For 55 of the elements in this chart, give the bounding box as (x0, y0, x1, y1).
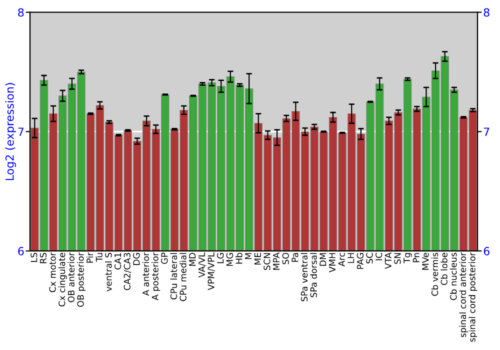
x-tick-label: LS (30, 252, 38, 262)
x-tick-label: LH (348, 253, 354, 263)
x-tick-label: SN (394, 253, 401, 264)
x-tick-label: SPa ventral (300, 253, 308, 302)
y-tick-label: 6 (18, 246, 24, 256)
x-tick-label: Hb (236, 252, 242, 264)
y-tick-label: 8 (18, 8, 24, 17)
x-tick-label: Cb lobe (440, 252, 448, 286)
x-tick-label: CA1 (114, 253, 122, 270)
x-tick-label: CA2/CA3 (124, 253, 132, 290)
x-tick-label: Arc (338, 252, 345, 266)
x-tick-label: ventral S (105, 252, 112, 292)
x-tick-label: OB posterior (77, 252, 86, 307)
y2-tick-label: 6 (484, 246, 490, 256)
x-tick-label: MG (226, 253, 233, 266)
x-tick-label: SO (282, 252, 289, 264)
x-tick-label: VMH (329, 253, 336, 272)
x-tick-label: spinal cord anterior (459, 252, 468, 338)
x-tick-label: Cb nucleus (450, 252, 457, 300)
x-tick-label: Tu (96, 253, 102, 262)
x-tick-label: A posterior (152, 252, 160, 300)
y-axis-title: Log2 (expression) (5, 83, 16, 180)
x-tick-label: LG (217, 253, 224, 264)
x-tick-label: A anterior (142, 252, 150, 296)
x-tick-label: VTA (384, 252, 392, 269)
x-tick-label: DG (133, 253, 140, 265)
x-tick-label: VA/VL (198, 252, 206, 278)
x-tick-label: ME (254, 252, 261, 265)
x-tick-label: spinal cord posterior (468, 252, 478, 342)
x-tick-label: MPA (273, 252, 280, 270)
x-tick-label: SCN (264, 253, 270, 270)
x-tick-label: SC (366, 252, 373, 264)
x-tick-label: M (245, 253, 252, 260)
x-tick-label: Cx motor (49, 252, 56, 292)
x-tick-label: Pn (412, 253, 420, 262)
x-tick-label: Pir (86, 252, 94, 263)
x-tick-label: Cb vermis (431, 252, 438, 296)
y2-tick-label: 7 (484, 128, 490, 136)
x-tick-label: MVe (422, 252, 429, 270)
x-tick-label: CPu lateral (170, 253, 178, 300)
x-tick-label: CPu medial (180, 253, 186, 302)
x-tick-label: SPa dorsal (310, 253, 317, 298)
x-tick-label: Pa (292, 253, 298, 262)
x-tick-label: MD (189, 252, 196, 266)
x-tick-label: IC (376, 252, 382, 260)
y2-tick-label: 8 (484, 8, 490, 17)
x-tick-label: Cx cingulate (58, 252, 67, 306)
x-tick-label: PAG (356, 253, 364, 269)
x-tick-label: OB anterior (68, 252, 74, 302)
y-tick-label: 7 (18, 128, 24, 136)
x-tick-label: RS (40, 252, 47, 264)
x-tick-label: Tg (404, 253, 412, 264)
x-tick-label: DM (320, 253, 326, 266)
x-tick-label: GP (161, 252, 168, 264)
x-tick-label: VPM/VPL (208, 252, 216, 290)
